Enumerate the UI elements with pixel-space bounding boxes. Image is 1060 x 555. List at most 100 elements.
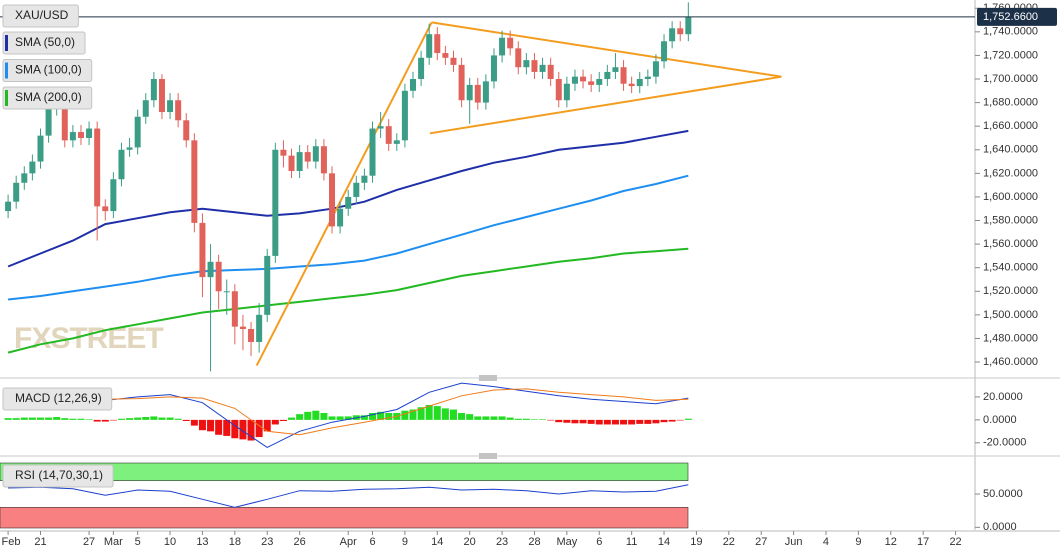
histogram-bar (595, 419, 603, 425)
candle-body (126, 147, 133, 150)
candle-body (596, 79, 603, 85)
watermark: FXSTREET (14, 322, 163, 355)
x-tick-label: 22 (949, 536, 961, 548)
candle-body (167, 100, 174, 113)
histogram-bar (377, 411, 385, 420)
candle-body (223, 291, 230, 293)
y-tick-label: 1,720.0000 (983, 49, 1038, 61)
histogram-bar (385, 412, 393, 420)
legend-box[interactable] (2, 86, 93, 110)
candle-body (239, 326, 246, 330)
histogram-bar (207, 419, 215, 432)
x-tick-label: 14 (658, 536, 670, 548)
x-tick-label: Jun (785, 536, 803, 548)
histogram-bar (142, 417, 150, 420)
legend-box[interactable] (2, 387, 113, 411)
histogram-bar (61, 418, 69, 420)
y-tick-label: 1,620.0000 (983, 167, 1038, 179)
histogram-bar (69, 418, 77, 420)
candle-body (134, 116, 141, 148)
histogram-bar (4, 418, 12, 420)
histogram-bar (611, 419, 619, 425)
line (431, 21, 782, 78)
histogram-bar (522, 418, 530, 420)
resize-handle[interactable] (479, 375, 497, 381)
legend-label: XAU/USD (15, 8, 69, 22)
histogram-bar (279, 419, 287, 422)
legend-box[interactable] (2, 31, 86, 55)
x-tick-label: 27 (83, 536, 95, 548)
legend-swatch (5, 35, 8, 51)
candle-body (677, 28, 684, 35)
x-tick-label: Apr (340, 536, 357, 548)
line (7, 174, 689, 301)
legend-label: SMA (100,0) (15, 63, 82, 77)
histogram-bar (101, 419, 109, 422)
legend-swatch (5, 90, 8, 106)
histogram-bar (134, 417, 142, 420)
legend-box[interactable] (2, 59, 93, 82)
line (8, 484, 689, 508)
histogram-bar (117, 418, 125, 420)
x-tick-label: 13 (196, 536, 208, 548)
candle-body (458, 64, 465, 101)
candle-body (515, 48, 522, 68)
x-tick-label: Feb (2, 536, 21, 548)
legend-box[interactable] (2, 464, 114, 488)
histogram-bar (255, 419, 263, 438)
y-tick-label: 1,640.0000 (983, 144, 1038, 156)
candle-body (231, 291, 238, 327)
candle-body (158, 79, 165, 113)
candle-body (466, 84, 473, 101)
histogram-bar (530, 419, 538, 420)
x-tick-label: 17 (917, 536, 929, 548)
candle-body (588, 81, 595, 85)
y-tick-label: 1,460.0000 (983, 356, 1038, 368)
candle-body (118, 149, 125, 180)
x-tick-label: 26 (294, 536, 306, 548)
histogram-bar (684, 418, 692, 420)
y-tick-label: 20.0000 (983, 391, 1023, 403)
histogram-bar (563, 419, 571, 423)
candle-body (685, 16, 692, 35)
x-tick-label: 5 (135, 536, 141, 548)
candle-body (29, 161, 36, 174)
candle-body (523, 60, 530, 68)
histogram-bar (490, 416, 498, 420)
candle-body (86, 128, 93, 138)
histogram-bar (441, 408, 449, 420)
histogram-bar (652, 419, 660, 424)
legend-box[interactable] (2, 4, 79, 28)
histogram-bar (555, 419, 563, 423)
candle-body (474, 84, 481, 103)
candle-body (191, 140, 198, 223)
candle-body (361, 175, 368, 183)
y-tick-label: 1,680.0000 (983, 97, 1038, 109)
legend-swatch (5, 62, 8, 79)
candle-body (329, 173, 336, 227)
x-tick-label: 27 (755, 536, 767, 548)
candle-body (320, 146, 327, 174)
histogram-bar (401, 410, 409, 420)
x-tick-label: 19 (690, 536, 702, 548)
y-tick-label: 0.0000 (983, 414, 1017, 426)
histogram-bar (506, 417, 514, 420)
histogram-bar (344, 416, 352, 420)
resize-handle[interactable] (479, 453, 497, 459)
histogram-bar (296, 414, 304, 420)
histogram-bar (109, 419, 117, 421)
histogram-bar (433, 406, 441, 420)
candle-body (353, 182, 360, 197)
y-tick-label: 1,740.0000 (983, 26, 1038, 38)
histogram-bar (85, 419, 93, 420)
histogram-bar (466, 414, 474, 420)
last-price-label: 1,752.6600 (983, 11, 1038, 23)
candle-body (94, 128, 101, 207)
candle-body (207, 261, 214, 278)
candle-body (571, 76, 578, 84)
x-tick-label: May (556, 536, 577, 548)
candle-body (304, 152, 311, 162)
x-tick-label: 9 (402, 536, 408, 548)
histogram-bar (271, 419, 279, 425)
histogram-bar (174, 418, 182, 420)
